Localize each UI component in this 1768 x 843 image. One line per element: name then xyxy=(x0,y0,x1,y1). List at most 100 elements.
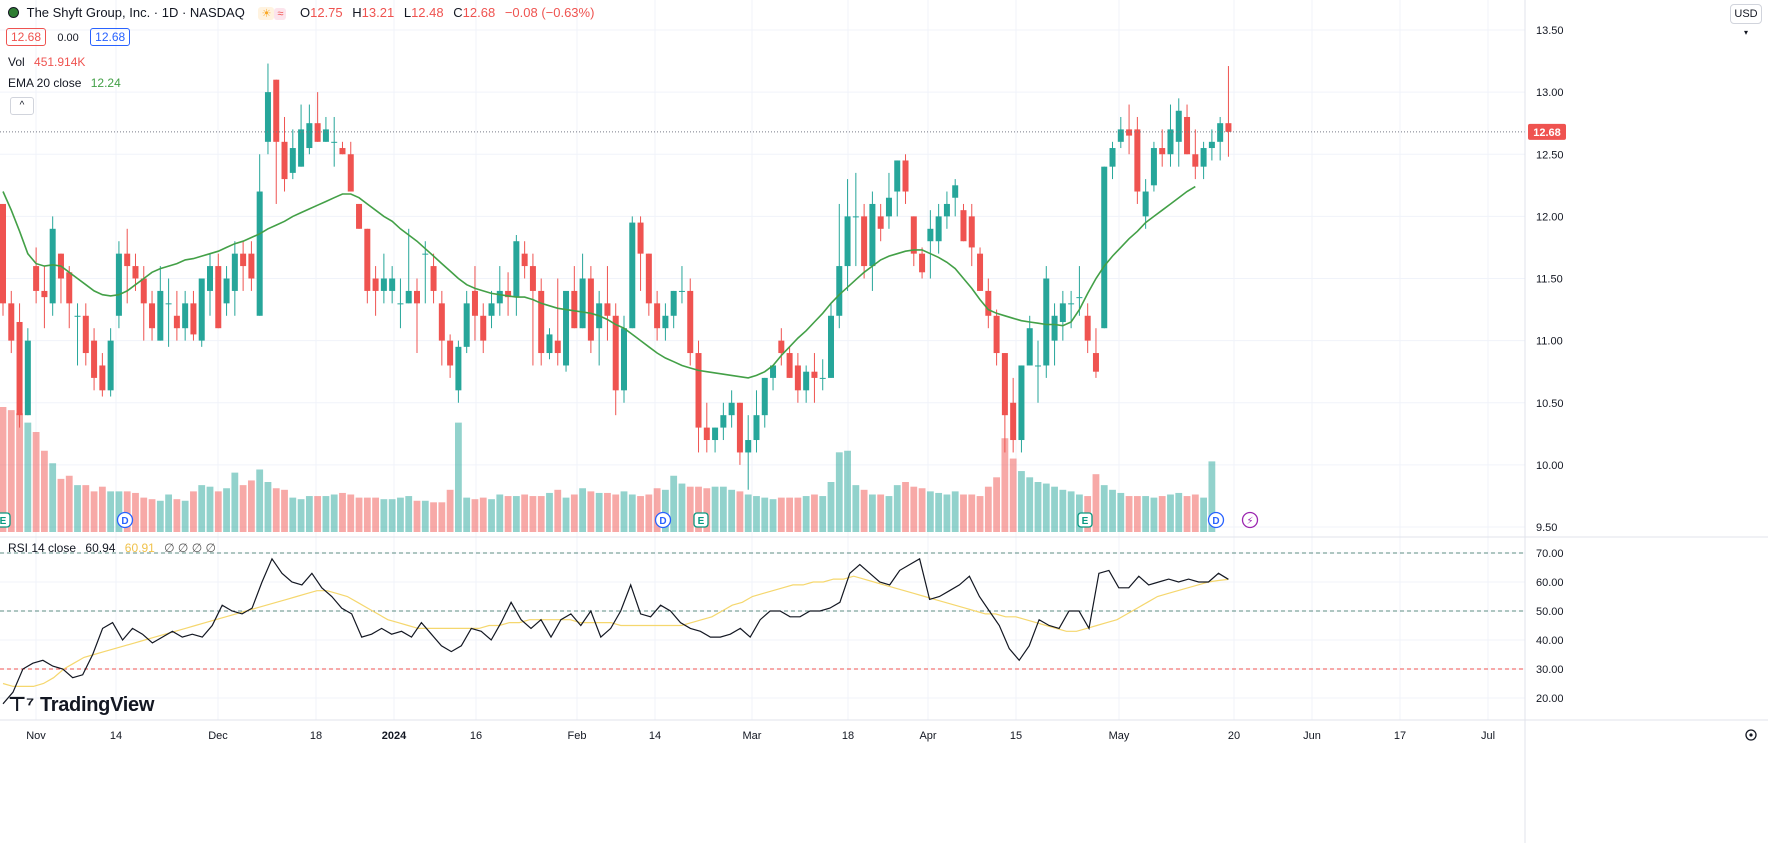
price-tick-label: 13.00 xyxy=(1536,87,1564,99)
candle-body xyxy=(298,129,305,167)
spread-value: 0.00 xyxy=(57,32,79,44)
candle-body xyxy=(157,290,164,341)
candle-body xyxy=(1208,141,1215,149)
price-tick-label: 9.50 xyxy=(1536,522,1557,534)
volume-bar xyxy=(264,482,272,532)
volume-bar xyxy=(405,496,413,532)
volume-bar xyxy=(935,492,943,532)
time-tick-label: 16 xyxy=(470,730,482,742)
volume-bar xyxy=(1133,496,1141,532)
volume-bar xyxy=(363,497,371,532)
volume-bar xyxy=(49,463,57,532)
symbol-title[interactable]: The Shyft Group, Inc. · 1D · NASDAQ xyxy=(26,5,245,20)
time-tick-label: Jul xyxy=(1481,730,1495,742)
candle-body xyxy=(720,415,727,428)
time-tick-label: 20 xyxy=(1228,730,1240,742)
tradingview-logo[interactable]: ⊤⁷ TradingView xyxy=(8,692,154,717)
candle-body xyxy=(761,377,768,416)
volume-bar xyxy=(819,496,827,532)
candle-body xyxy=(844,216,851,267)
volume-bar xyxy=(297,499,305,532)
rsi-axis[interactable]: 70.00 60.00 50.00 40.00 30.00 20.00 xyxy=(1536,548,1564,705)
ask-box[interactable]: 12.68 xyxy=(90,28,131,46)
rsi-value: 60.94 xyxy=(85,541,116,555)
volume-bar xyxy=(984,486,992,532)
rsi-level-lines xyxy=(0,552,1525,670)
last-price-label-bg xyxy=(1528,123,1566,140)
candle-body xyxy=(745,440,752,453)
volume-bar xyxy=(885,496,893,532)
volume-bar xyxy=(753,496,760,532)
event-markers[interactable]: E D D E E D ⚡ xyxy=(0,511,1259,529)
candle-body xyxy=(1225,123,1232,132)
volume-value: 451.914K xyxy=(34,55,86,69)
time-axis[interactable]: Nov 14 Dec 18 2024 16 Feb 14 Mar 18 Apr 15 May 20 Jun 1… xyxy=(26,730,1495,742)
candle-body xyxy=(41,290,48,298)
candle-body xyxy=(1159,148,1166,155)
volume-bar xyxy=(123,491,131,532)
volume-bar xyxy=(256,469,264,532)
candle-body xyxy=(207,266,213,291)
candle-body xyxy=(463,303,470,347)
volume-bar xyxy=(1208,461,1216,532)
candle-body xyxy=(33,266,40,291)
candle-body xyxy=(496,290,503,304)
volume-bar xyxy=(1158,496,1166,532)
bid-box[interactable]: 12.68 xyxy=(6,28,47,46)
volume-bar xyxy=(413,500,421,532)
event-marker-label: E xyxy=(1082,516,1089,527)
price-axis[interactable]: 13.50 13.00 12.50 12.00 11.50 11.00 10.50 10.00… xyxy=(1536,25,1564,534)
candle-body xyxy=(695,353,702,428)
volume-bar xyxy=(165,494,172,532)
volume-bar xyxy=(1067,491,1075,532)
candle-body xyxy=(447,340,454,366)
candle-body xyxy=(662,315,669,329)
volume-bar xyxy=(24,422,32,532)
candle-body xyxy=(1134,129,1141,192)
volume-bar xyxy=(877,494,885,532)
collapse-legend-button[interactable]: ^ xyxy=(10,97,34,115)
dividend-marker xyxy=(116,511,134,529)
volume-bar xyxy=(670,475,678,532)
rsi-legend[interactable]: RSI 14 close 60.94 60.91 ∅ ∅ ∅ ∅ xyxy=(8,541,216,555)
volume-legend[interactable]: Vol 451.914K xyxy=(8,55,85,69)
rsi-tick-label: 50.00 xyxy=(1536,606,1564,618)
candle-body xyxy=(629,222,636,329)
volume-bar xyxy=(1175,492,1183,532)
dividend-marker xyxy=(1207,511,1225,529)
volume-bar xyxy=(223,488,230,532)
candle-body xyxy=(1217,123,1224,142)
volume-bar xyxy=(736,491,744,532)
volume-bar xyxy=(521,494,529,532)
ema-legend[interactable]: EMA 20 close 12.24 xyxy=(8,76,121,90)
candle-body xyxy=(115,253,122,316)
volume-bar xyxy=(1042,483,1050,532)
candle-body xyxy=(49,228,56,304)
volume-bar xyxy=(1117,492,1125,532)
volume-bar xyxy=(372,497,379,532)
currency-button[interactable]: USD ▾ xyxy=(1730,4,1762,37)
candle-body xyxy=(347,154,354,192)
volume-bar xyxy=(289,497,297,532)
rsi-ma-value: 60.91 xyxy=(124,541,155,555)
candle-body xyxy=(819,377,826,379)
candle-body xyxy=(852,216,859,218)
candle-body xyxy=(488,303,495,316)
candle-body xyxy=(289,148,296,173)
settings-icon[interactable] xyxy=(1745,729,1757,741)
high-label: H xyxy=(352,5,362,20)
volume-bar xyxy=(479,497,487,532)
volume-bar xyxy=(802,496,810,532)
grid-lines xyxy=(0,0,1525,720)
candle-body xyxy=(256,191,263,316)
volume-bar xyxy=(7,410,15,532)
volume-bar xyxy=(968,494,976,532)
volume-bar xyxy=(1026,477,1034,532)
volume-bar xyxy=(82,485,90,532)
candle-body xyxy=(82,315,89,354)
time-tick-label: 18 xyxy=(842,730,854,742)
candle-body xyxy=(190,303,197,335)
volume-bar xyxy=(1125,496,1133,532)
volume-bar xyxy=(976,496,984,532)
